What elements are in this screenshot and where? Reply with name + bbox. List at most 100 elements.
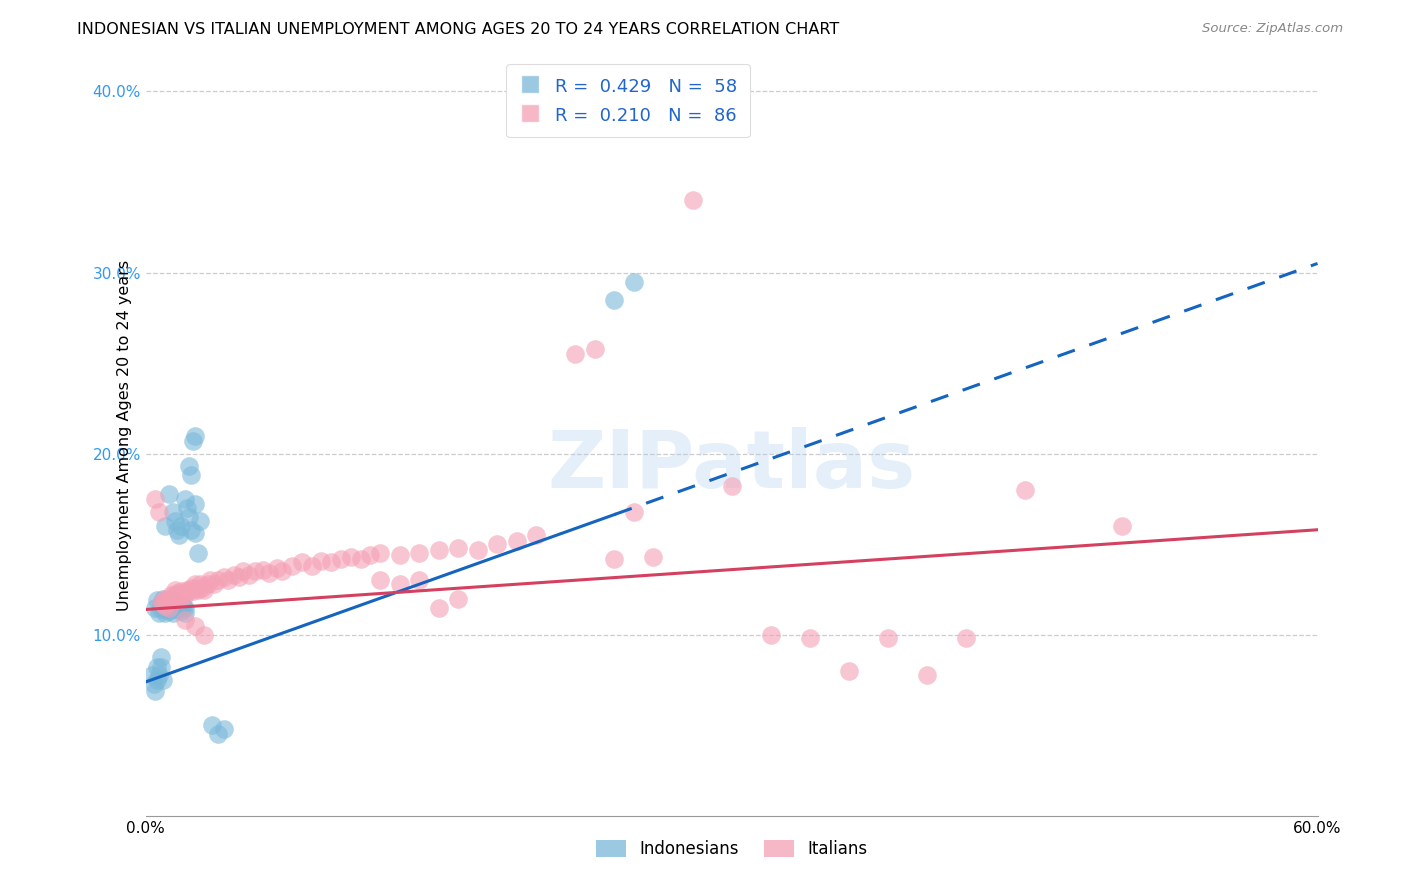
Point — [257, 566, 280, 581]
Point — [281, 559, 304, 574]
Point — [152, 673, 174, 687]
Point — [759, 628, 782, 642]
Point — [177, 459, 200, 474]
Point — [162, 606, 184, 620]
Point — [301, 559, 323, 574]
Point — [157, 599, 180, 613]
Point — [183, 577, 205, 591]
Point — [163, 595, 186, 609]
Point — [167, 528, 190, 542]
Point — [172, 586, 194, 600]
Point — [202, 577, 225, 591]
Text: INDONESIAN VS ITALIAN UNEMPLOYMENT AMONG AGES 20 TO 24 YEARS CORRELATION CHART: INDONESIAN VS ITALIAN UNEMPLOYMENT AMONG… — [77, 22, 839, 37]
Point — [150, 602, 173, 616]
Point — [252, 563, 274, 577]
Point — [524, 528, 547, 542]
Point — [150, 660, 173, 674]
Point — [183, 619, 205, 633]
Point — [145, 600, 167, 615]
Point — [603, 293, 626, 307]
Point — [266, 561, 288, 575]
Point — [198, 574, 221, 588]
Point — [447, 541, 470, 555]
Point — [173, 600, 195, 615]
Point — [330, 551, 353, 566]
Point — [180, 468, 202, 483]
Point — [173, 588, 195, 602]
Point — [427, 542, 450, 557]
Point — [190, 514, 212, 528]
Point — [176, 501, 198, 516]
Point — [148, 606, 170, 620]
Point — [150, 595, 173, 609]
Point — [155, 600, 177, 615]
Point — [1111, 519, 1133, 533]
Point — [187, 582, 209, 597]
Point — [564, 347, 586, 361]
Point — [1014, 483, 1036, 497]
Point — [157, 604, 180, 618]
Point — [160, 593, 183, 607]
Point — [183, 526, 205, 541]
Point — [160, 593, 183, 607]
Point — [167, 600, 190, 615]
Point — [155, 591, 177, 606]
Point — [170, 597, 193, 611]
Point — [152, 591, 174, 606]
Point — [187, 546, 209, 560]
Point — [177, 584, 200, 599]
Point — [146, 673, 169, 687]
Point — [720, 479, 742, 493]
Y-axis label: Unemployment Among Ages 20 to 24 years: Unemployment Among Ages 20 to 24 years — [117, 260, 132, 611]
Point — [623, 505, 645, 519]
Point — [166, 586, 188, 600]
Point — [876, 632, 898, 646]
Point — [368, 574, 391, 588]
Point — [156, 602, 179, 616]
Point — [142, 677, 165, 691]
Point — [682, 193, 704, 207]
Point — [170, 519, 193, 533]
Point — [197, 577, 219, 591]
Point — [172, 599, 194, 613]
Point — [167, 590, 190, 604]
Point — [388, 577, 411, 591]
Point — [157, 595, 180, 609]
Point — [238, 568, 260, 582]
Point — [148, 505, 170, 519]
Point — [157, 486, 180, 500]
Point — [163, 602, 186, 616]
Point — [162, 505, 184, 519]
Point — [408, 546, 430, 560]
Point — [838, 664, 860, 678]
Point — [152, 599, 174, 613]
Point — [190, 577, 212, 591]
Point — [915, 667, 938, 681]
Point — [212, 570, 235, 584]
Point — [359, 548, 381, 562]
Point — [349, 551, 371, 566]
Point — [212, 722, 235, 736]
Point — [166, 523, 188, 537]
Point — [183, 497, 205, 511]
Point — [146, 593, 169, 607]
Point — [157, 600, 180, 615]
Point — [506, 533, 529, 548]
Point — [163, 593, 186, 607]
Point — [447, 591, 470, 606]
Point — [176, 582, 198, 597]
Point — [243, 565, 266, 579]
Point — [408, 574, 430, 588]
Point — [155, 599, 177, 613]
Point — [193, 628, 215, 642]
Point — [228, 570, 250, 584]
Point — [955, 632, 977, 646]
Point — [166, 599, 188, 613]
Point — [183, 428, 205, 442]
Point — [271, 565, 294, 579]
Point — [163, 582, 186, 597]
Point — [427, 600, 450, 615]
Point — [163, 588, 186, 602]
Point — [181, 584, 204, 599]
Point — [145, 684, 167, 698]
